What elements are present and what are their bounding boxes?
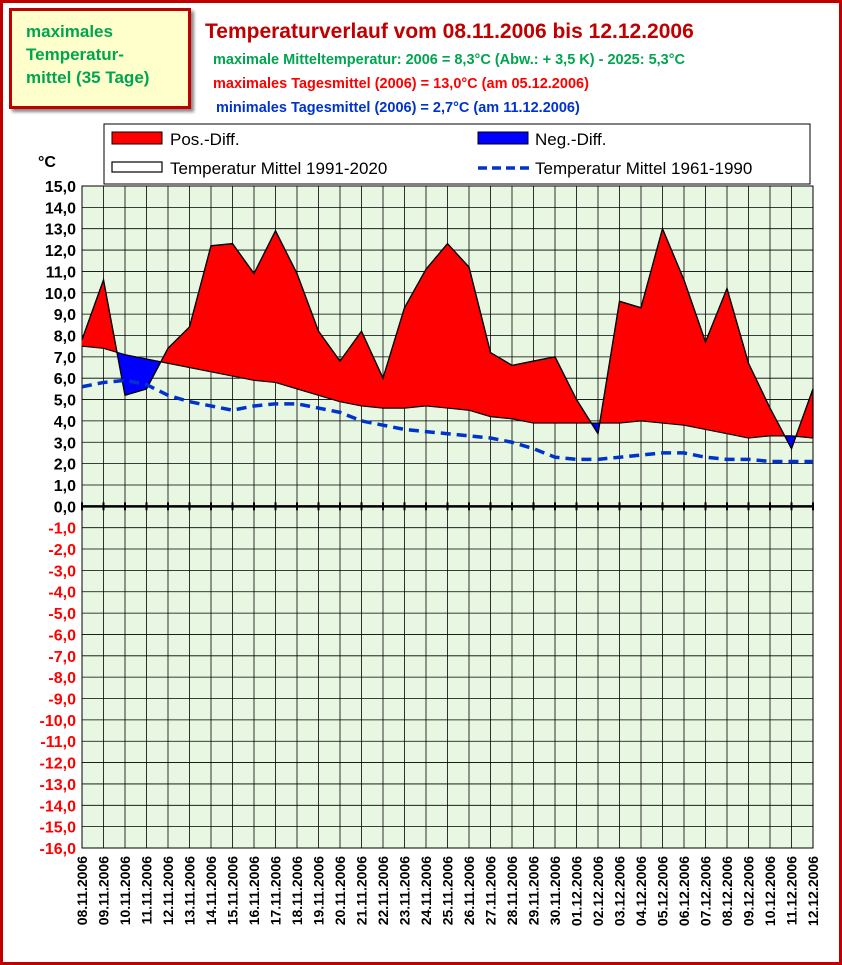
y-tick-labels: 15,0 14,0 13,0 12,0 11,0 10,0 9,0 8,0 7,0 6,0 5,0 4… bbox=[40, 179, 77, 858]
subtitle-min-day: minimales Tagesmittel (2006) = 2,7°C (am… bbox=[216, 100, 580, 116]
x-tick-label: 17.11.2006 bbox=[268, 856, 284, 926]
y-tick-label: 15,0 bbox=[45, 179, 76, 196]
zero-axis bbox=[81, 502, 814, 511]
x-tick-label: 13.11.2006 bbox=[182, 856, 198, 926]
y-tick-label: 8,0 bbox=[54, 328, 76, 345]
x-tick-label: 04.12.2006 bbox=[633, 856, 649, 926]
x-tick-label: 01.12.2006 bbox=[569, 856, 585, 926]
legend-box bbox=[103, 123, 811, 185]
y-tick-label: -5,0 bbox=[48, 606, 76, 623]
x-tick-label: 16.11.2006 bbox=[246, 856, 262, 926]
x-tick-label: 22.11.2006 bbox=[375, 856, 391, 926]
chart-title: Temperaturverlauf vom 08.11.2006 bis 12.… bbox=[205, 20, 694, 43]
badge-line-2: Temperatur- bbox=[26, 45, 124, 64]
x-tick-label: 28.11.2006 bbox=[504, 856, 520, 926]
badge-line-1: maximales bbox=[26, 22, 113, 41]
pos-diff-area bbox=[447, 242, 470, 411]
y-tick-label: 11,0 bbox=[46, 264, 76, 281]
pos-diff-area bbox=[210, 243, 233, 377]
mean-1991-line bbox=[81, 345, 814, 439]
y-tick-label: -11,0 bbox=[40, 734, 76, 751]
x-tick-label: 11.11.2006 bbox=[139, 856, 155, 925]
x-tick-label: 08.12.2006 bbox=[719, 856, 735, 926]
x-tick-label: 10.12.2006 bbox=[762, 856, 778, 926]
x-tick-label: 27.11.2006 bbox=[483, 856, 499, 926]
legend-mean-1961-label: Temperatur Mittel 1961-1990 bbox=[535, 159, 752, 178]
y-tick-label: -4,0 bbox=[48, 585, 76, 602]
x-tick-label: 20.11.2006 bbox=[332, 856, 348, 926]
pos-diff-area bbox=[511, 360, 534, 424]
y-tick-label: -6,0 bbox=[48, 627, 76, 644]
legend: Pos.-Diff. Neg.-Diff. Temperatur Mittel … bbox=[103, 123, 811, 185]
info-badge: maximales Temperatur- mittel (35 Tage) bbox=[9, 8, 191, 109]
y-tick-label: 12,0 bbox=[45, 243, 76, 260]
y-tick-label: 10,0 bbox=[45, 286, 76, 303]
temp-2006-line bbox=[81, 226, 814, 451]
y-tick-label: 3,0 bbox=[54, 435, 76, 452]
x-tick-label: 21.11.2006 bbox=[354, 856, 370, 926]
y-tick-label: 14,0 bbox=[45, 200, 76, 217]
pos-diff-area bbox=[533, 356, 556, 424]
legend-pos-diff-label: Pos.-Diff. bbox=[170, 130, 240, 149]
x-tick-label: 12.12.2006 bbox=[805, 856, 821, 926]
x-tick-label: 14.11.2006 bbox=[203, 856, 219, 926]
x-tick-label: 07.12.2006 bbox=[698, 856, 714, 926]
x-tick-label: 09.12.2006 bbox=[741, 856, 757, 926]
y-tick-label: -1,0 bbox=[48, 521, 76, 538]
y-tick-label: 7,0 bbox=[54, 350, 76, 367]
y-tick-label: -15,0 bbox=[40, 820, 77, 837]
y-axis-label: °C bbox=[38, 154, 56, 171]
legend-mean-1991-swatch bbox=[111, 161, 163, 173]
x-tick-label: 03.12.2006 bbox=[612, 856, 628, 926]
x-tick-label: 10.11.2006 bbox=[117, 856, 133, 926]
subtitle-max-mean: maximale Mitteltemperatur: 2006 = 8,3°C … bbox=[213, 52, 686, 68]
y-tick-label: 2,0 bbox=[54, 457, 76, 474]
x-tick-label: 30.11.2006 bbox=[547, 856, 563, 926]
y-tick-label: 13,0 bbox=[45, 222, 76, 239]
x-tick-label: 25.11.2006 bbox=[440, 856, 456, 926]
subtitle-max-day: maximales Tagesmittel (2006) = 13,0°C (a… bbox=[213, 76, 589, 92]
legend-pos-diff-swatch bbox=[111, 131, 163, 145]
legend-neg-diff-swatch bbox=[477, 131, 529, 145]
y-tick-label: 0,0 bbox=[54, 499, 76, 516]
y-tick-label: -14,0 bbox=[40, 798, 77, 815]
x-tick-label: 11.12.2006 bbox=[784, 856, 800, 926]
y-tick-label: 4,0 bbox=[54, 414, 76, 431]
x-tick-label: 15.11.2006 bbox=[225, 856, 241, 926]
x-tick-label: 06.12.2006 bbox=[676, 856, 692, 926]
x-tick-label: 29.11.2006 bbox=[526, 856, 542, 926]
badge-line-3: mittel (35 Tage) bbox=[26, 68, 150, 87]
y-tick-label: -13,0 bbox=[40, 777, 77, 794]
x-tick-label: 02.12.2006 bbox=[590, 856, 606, 926]
mean-1961-line bbox=[81, 378, 813, 464]
y-tick-label: -3,0 bbox=[48, 563, 76, 580]
x-tick-label: 05.12.2006 bbox=[655, 856, 671, 926]
y-tick-label: 1,0 bbox=[54, 478, 76, 495]
x-tick-label: 08.11.2006 bbox=[74, 856, 90, 926]
y-tick-label: -12,0 bbox=[40, 756, 77, 773]
x-tick-label: 09.11.2006 bbox=[96, 856, 112, 926]
x-tick-label: 18.11.2006 bbox=[289, 856, 305, 926]
y-tick-label: -8,0 bbox=[48, 670, 76, 687]
y-tick-label: 9,0 bbox=[54, 307, 76, 324]
y-tick-label: -7,0 bbox=[48, 649, 76, 666]
y-tick-label: -9,0 bbox=[48, 692, 76, 709]
pos-diff-area bbox=[425, 242, 448, 409]
y-tick-label: 6,0 bbox=[54, 371, 76, 388]
x-tick-label: 12.11.2006 bbox=[160, 856, 176, 926]
legend-mean-1991-label: Temperatur Mittel 1991-2020 bbox=[170, 159, 387, 178]
x-tick-label: 24.11.2006 bbox=[418, 856, 434, 926]
x-tick-label: 23.11.2006 bbox=[397, 856, 413, 926]
y-tick-label: -2,0 bbox=[48, 542, 76, 559]
y-tick-label: -10,0 bbox=[40, 713, 77, 730]
x-tick-label: 26.11.2006 bbox=[461, 856, 477, 926]
x-tick-label: 19.11.2006 bbox=[311, 856, 327, 926]
series-lines bbox=[81, 226, 814, 464]
pos-diff-area bbox=[619, 300, 642, 424]
y-tick-label: 5,0 bbox=[54, 393, 76, 410]
x-tick-labels: 08.11.2006 09.11.2006 10.11.2006 11.11.2006… bbox=[74, 856, 821, 926]
y-tick-label: -16,0 bbox=[40, 841, 77, 858]
legend-neg-diff-label: Neg.-Diff. bbox=[535, 130, 607, 149]
